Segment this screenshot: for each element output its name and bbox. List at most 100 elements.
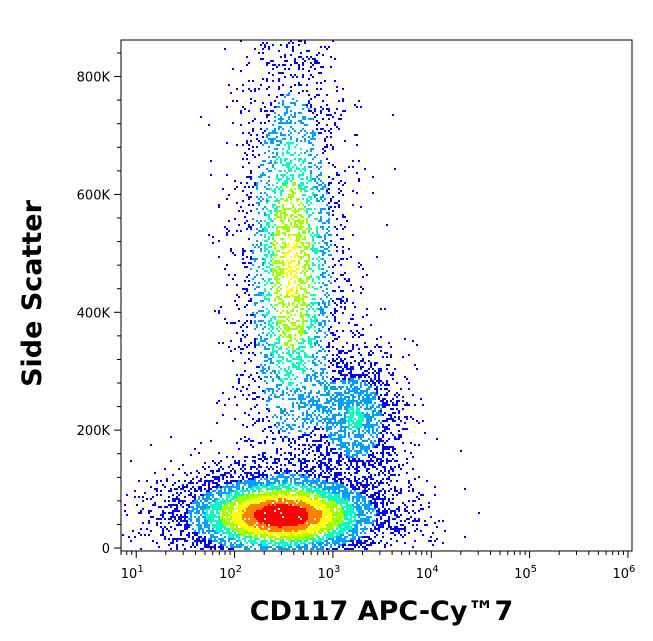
density-dot xyxy=(284,524,286,526)
density-dot xyxy=(318,406,320,408)
density-dot xyxy=(356,544,358,546)
density-dot xyxy=(340,380,342,382)
density-dot xyxy=(294,114,296,116)
density-dot xyxy=(290,524,292,526)
density-dot xyxy=(320,404,322,406)
density-dot xyxy=(292,364,294,366)
density-dot xyxy=(274,128,276,130)
density-dot xyxy=(324,262,326,264)
density-dot xyxy=(314,132,316,134)
density-dot xyxy=(358,434,360,436)
density-dot xyxy=(270,318,272,320)
density-dot xyxy=(338,336,340,338)
density-dot xyxy=(324,458,326,460)
density-dot xyxy=(306,434,308,436)
density-dot xyxy=(194,508,196,510)
density-dot xyxy=(384,402,386,404)
density-dot xyxy=(294,484,296,486)
density-dot xyxy=(318,408,320,410)
density-dot xyxy=(324,472,326,474)
density-dot xyxy=(294,526,296,528)
density-dot xyxy=(268,496,270,498)
density-dot xyxy=(328,476,330,478)
density-dot xyxy=(234,300,236,302)
density-dot xyxy=(262,520,264,522)
density-dot xyxy=(222,498,224,500)
density-dot xyxy=(356,484,358,486)
density-dot xyxy=(308,506,310,508)
density-dot xyxy=(310,320,312,322)
density-dot xyxy=(292,476,294,478)
density-dot xyxy=(256,482,258,484)
density-dot xyxy=(202,530,204,532)
density-dot xyxy=(296,540,298,542)
density-dot xyxy=(234,504,236,506)
density-dot xyxy=(250,498,252,500)
density-dot xyxy=(364,446,366,448)
density-dot xyxy=(390,526,392,528)
density-dot xyxy=(196,482,198,484)
density-dot xyxy=(296,240,298,242)
density-dot xyxy=(292,142,294,144)
density-dot xyxy=(278,430,280,432)
density-dot xyxy=(336,362,338,364)
density-dot xyxy=(322,480,324,482)
density-dot xyxy=(290,180,292,182)
density-dot xyxy=(370,384,372,386)
density-dot xyxy=(246,154,248,156)
density-dot xyxy=(158,518,160,520)
density-dot xyxy=(290,102,292,104)
density-dot xyxy=(280,302,282,304)
density-dot xyxy=(312,178,314,180)
density-dot xyxy=(288,106,290,108)
density-dot xyxy=(222,476,224,478)
density-dot xyxy=(210,494,212,496)
density-dot xyxy=(272,258,274,260)
density-dot xyxy=(244,464,246,466)
density-dot xyxy=(262,454,264,456)
density-dot xyxy=(262,452,264,454)
density-dot xyxy=(314,194,316,196)
density-dot xyxy=(208,474,210,476)
density-dot xyxy=(270,288,272,290)
density-dot xyxy=(306,182,308,184)
density-dot xyxy=(376,452,378,454)
density-dot xyxy=(316,308,318,310)
density-dot xyxy=(170,504,172,506)
density-dot xyxy=(248,486,250,488)
density-dot xyxy=(392,434,394,436)
density-dot xyxy=(386,356,388,358)
density-dot xyxy=(296,224,298,226)
density-dot xyxy=(228,530,230,532)
density-dot xyxy=(360,382,362,384)
density-dot xyxy=(236,534,238,536)
density-dot xyxy=(216,520,218,522)
density-dot xyxy=(304,528,306,530)
density-dot xyxy=(368,454,370,456)
density-dot xyxy=(246,506,248,508)
density-dot xyxy=(230,340,232,342)
density-dot xyxy=(276,450,278,452)
density-dot xyxy=(274,530,276,532)
density-dot xyxy=(194,490,196,492)
density-dot xyxy=(352,396,354,398)
density-dot xyxy=(246,182,248,184)
density-dot xyxy=(200,116,202,118)
density-dot xyxy=(218,506,220,508)
density-dot xyxy=(418,510,420,512)
density-dot xyxy=(340,538,342,540)
density-dot xyxy=(320,496,322,498)
density-dot xyxy=(280,190,282,192)
density-dot xyxy=(220,546,222,548)
density-dot xyxy=(318,524,320,526)
density-dot xyxy=(270,102,272,104)
density-dot xyxy=(298,548,300,550)
density-dot xyxy=(294,158,296,160)
density-dot xyxy=(242,394,244,396)
density-dot xyxy=(278,534,280,536)
density-dot xyxy=(320,514,322,516)
density-dot xyxy=(266,360,268,362)
density-dot xyxy=(336,506,338,508)
density-dot xyxy=(260,442,262,444)
density-dot xyxy=(126,494,128,496)
